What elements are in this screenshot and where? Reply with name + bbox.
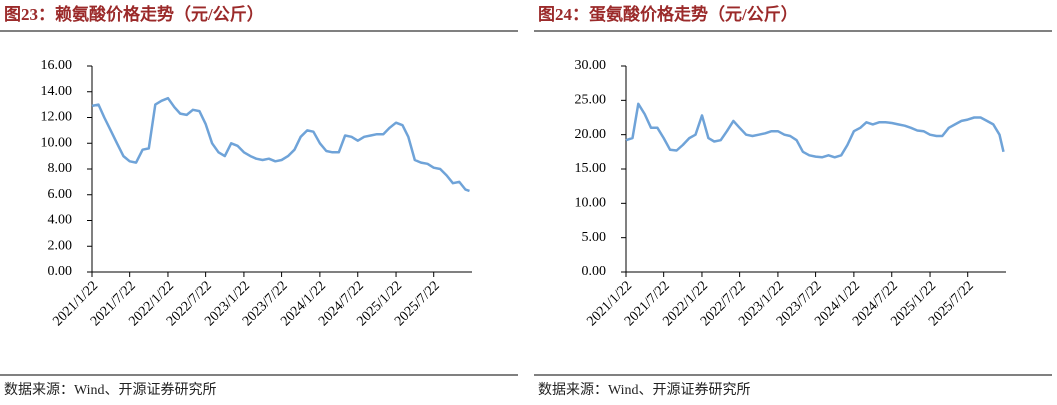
y-tick-label: 16.00 <box>41 58 73 73</box>
y-tick-label: 4.00 <box>48 213 73 228</box>
y-tick-label: 0.00 <box>582 264 607 279</box>
y-tick-label: 10.00 <box>41 135 73 150</box>
y-tick-label: 15.00 <box>575 161 607 176</box>
source-note: 数据来源：Wind、开源证券研究所 <box>4 382 217 398</box>
y-tick-label: 6.00 <box>48 187 73 202</box>
y-tick-label: 30.00 <box>575 58 607 73</box>
y-tick-label: 5.00 <box>582 230 607 245</box>
y-tick-label: 14.00 <box>41 84 73 99</box>
y-tick-label: 2.00 <box>48 238 73 253</box>
source-note: 数据来源：Wind、开源证券研究所 <box>538 382 751 398</box>
chart-title: 图23：赖氨酸价格走势（元/公斤） <box>4 4 264 24</box>
y-tick-label: 0.00 <box>48 264 73 279</box>
y-tick-label: 25.00 <box>575 93 607 108</box>
y-tick-label: 12.00 <box>41 110 73 125</box>
price-line <box>625 102 1005 159</box>
y-tick-label: 20.00 <box>575 127 607 142</box>
chart-title: 图24：蛋氨酸价格走势（元/公斤） <box>538 4 798 24</box>
y-tick-label: 8.00 <box>48 161 73 176</box>
price-line <box>91 96 470 193</box>
y-tick-label: 10.00 <box>575 196 607 211</box>
